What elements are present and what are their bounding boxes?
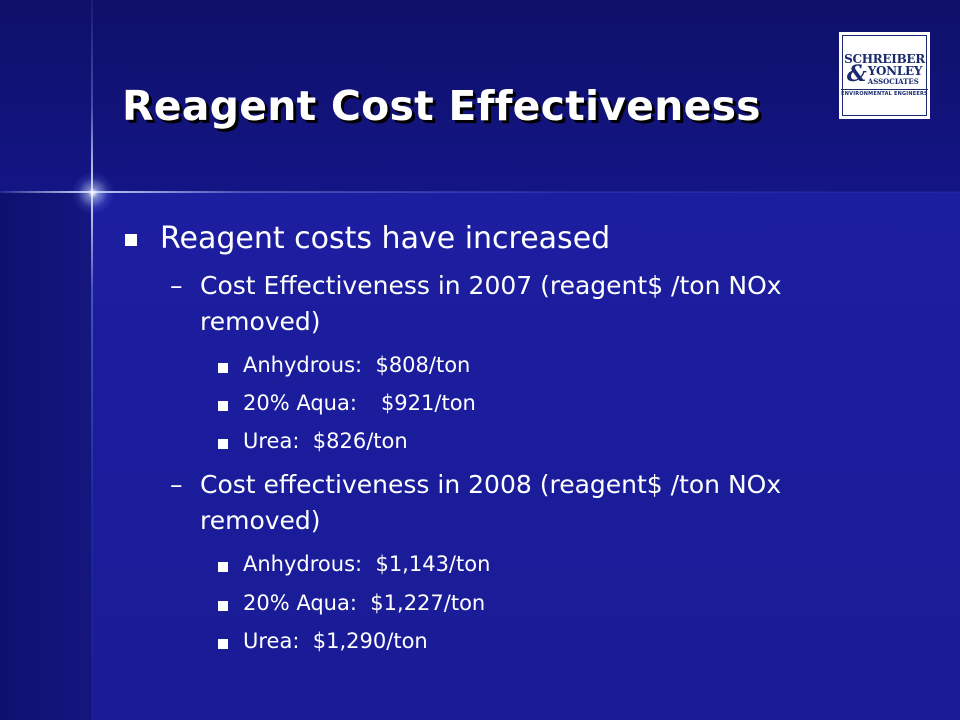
header-background xyxy=(0,0,960,192)
logo-line-3: ASSOCIATES xyxy=(867,77,919,86)
logo-line-2: YONLEY xyxy=(867,64,923,78)
bullet-reagent-costs: Reagent costs have increased xyxy=(125,221,611,256)
item-value: $1,290/ton xyxy=(312,629,428,653)
list-item: Anhydrous: $808/ton xyxy=(218,353,471,377)
item-label: Urea: xyxy=(243,629,300,653)
item-label: 20% Aqua: xyxy=(243,391,357,415)
square-bullet-icon xyxy=(218,401,228,411)
logo-tagline: ENVIRONMENTAL ENGINEERS xyxy=(841,89,928,97)
section-2008-heading: – Cost effectiveness in 2008 (reagent$ /… xyxy=(170,467,782,539)
item-value: $808/ton xyxy=(375,353,471,377)
vertical-accent-line xyxy=(91,0,93,720)
slide-title: Reagent Cost Effectiveness xyxy=(122,82,761,130)
list-item: 20% Aqua: $921/ton xyxy=(218,391,476,415)
square-bullet-icon xyxy=(125,234,137,246)
list-item: Urea: $1,290/ton xyxy=(218,629,428,653)
square-bullet-icon xyxy=(218,601,228,611)
item-value: $1,143/ton xyxy=(375,552,491,576)
item-label: Anhydrous: xyxy=(243,353,363,377)
square-bullet-icon xyxy=(218,439,228,449)
list-item: 20% Aqua: $1,227/ton xyxy=(218,591,486,615)
left-margin-background xyxy=(0,192,92,720)
logo-ampersand: & xyxy=(846,61,867,88)
company-logo: SCHREIBER & YONLEY ASSOCIATES ENVIRONMEN… xyxy=(839,32,930,119)
dash-marker: – xyxy=(170,470,183,499)
section-heading-line-1: Cost Effectiveness in 2007 (reagent$ /to… xyxy=(200,271,782,300)
section-heading-line-1: Cost effectiveness in 2008 (reagent$ /to… xyxy=(200,470,782,499)
section-2007-heading: – Cost Effectiveness in 2007 (reagent$ /… xyxy=(170,268,782,340)
logo-line-1: SCHREIBER xyxy=(844,52,925,66)
item-value: $921/ton xyxy=(380,391,476,415)
light-flare-icon xyxy=(72,172,114,214)
logo-row: & YONLEY ASSOCIATES xyxy=(846,61,923,88)
logo-stack: YONLEY ASSOCIATES xyxy=(867,64,923,86)
square-bullet-icon xyxy=(218,562,228,572)
section-heading-line-2: removed) xyxy=(200,307,321,336)
item-value: $1,227/ton xyxy=(370,591,486,615)
dash-marker: – xyxy=(170,271,183,300)
section-heading-line-2: removed) xyxy=(200,506,321,535)
horizontal-accent-line xyxy=(0,191,960,193)
item-label: Urea: xyxy=(243,429,300,453)
logo-frame: SCHREIBER & YONLEY ASSOCIATES ENVIRONMEN… xyxy=(841,35,928,116)
bullet-text: Reagent costs have increased xyxy=(160,221,611,256)
square-bullet-icon xyxy=(218,639,228,649)
item-value: $826/ton xyxy=(312,429,408,453)
list-item: Urea: $826/ton xyxy=(218,429,408,453)
list-item: Anhydrous: $1,143/ton xyxy=(218,552,491,576)
item-label: 20% Aqua: xyxy=(243,591,357,615)
item-label: Anhydrous: xyxy=(243,552,363,576)
content-background xyxy=(92,192,960,720)
square-bullet-icon xyxy=(218,363,228,373)
